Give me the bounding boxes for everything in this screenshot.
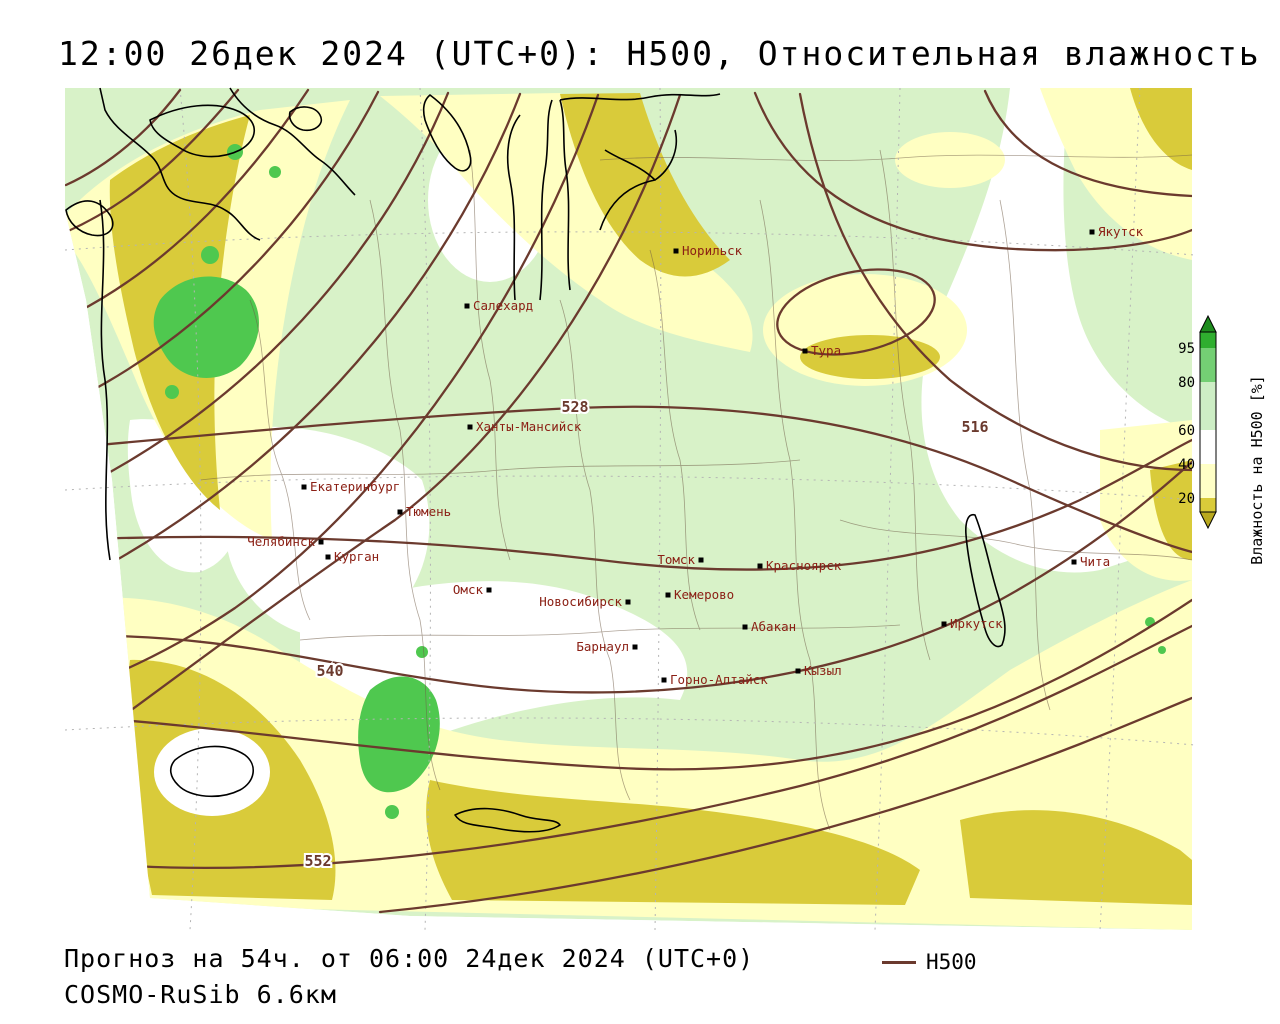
humidity-fill-layer bbox=[65, 88, 1192, 930]
isoline-value-label: 528 bbox=[561, 398, 588, 416]
city-marker bbox=[464, 303, 470, 309]
city-label: Екатеринбург bbox=[310, 479, 400, 494]
colorbar-band bbox=[1200, 348, 1216, 382]
city: Иркутск bbox=[941, 616, 1003, 631]
city-marker bbox=[665, 592, 671, 598]
city: Кызыл bbox=[795, 663, 842, 678]
colorbar-tick-label: 20 bbox=[1178, 491, 1195, 507]
isoline-value-label: 540 bbox=[316, 662, 343, 680]
city-marker bbox=[397, 509, 403, 515]
city: Якутск bbox=[1089, 224, 1144, 239]
city-marker bbox=[941, 621, 947, 627]
colorbar-tick-label: 60 bbox=[1178, 423, 1195, 439]
contour-label-layer: 528 516 540 552 bbox=[302, 396, 990, 872]
city-marker bbox=[301, 484, 307, 490]
colorbar-band bbox=[1200, 464, 1216, 498]
city: Курган bbox=[325, 549, 379, 564]
city: Абакан bbox=[742, 619, 796, 634]
city-label: Челябинск bbox=[247, 534, 315, 549]
city-marker bbox=[742, 624, 748, 630]
city-marker bbox=[318, 539, 324, 545]
isoline-value-label: 516 bbox=[961, 418, 988, 436]
colorbar-band bbox=[1200, 332, 1216, 348]
city: Тюмень bbox=[397, 504, 451, 519]
colorbar: 95 80 60 40 20 bbox=[1178, 314, 1217, 530]
city-label: Курган bbox=[334, 549, 379, 564]
colorbar-tick-label: 40 bbox=[1178, 457, 1195, 473]
city: Томск bbox=[657, 552, 704, 567]
city-marker bbox=[795, 668, 801, 674]
coastline-layer bbox=[65, 87, 1006, 833]
forecast-info-line: Прогноз на 54ч. от 06:00 24дек 2024 (UTC… bbox=[64, 944, 755, 973]
isoline-value-label: 552 bbox=[304, 852, 331, 870]
city-label: Абакан bbox=[751, 619, 796, 634]
city-marker bbox=[802, 348, 808, 354]
h500-legend-line-icon bbox=[882, 960, 916, 964]
page-title: 12:00 26дек 2024 (UTC+0): H500, Относите… bbox=[58, 34, 1261, 73]
city-label: Иркутск bbox=[950, 616, 1003, 631]
h500-legend-label: H500 bbox=[926, 950, 977, 974]
city-label: Ханты-Мансийск bbox=[476, 419, 582, 434]
city-label: Норильск bbox=[682, 243, 743, 258]
city: Омск bbox=[453, 582, 492, 597]
city: Норильск bbox=[673, 243, 743, 258]
model-info-line: COSMO-RuSib 6.6км bbox=[64, 980, 337, 1009]
city-label: Кемерово bbox=[674, 587, 734, 602]
city-marker bbox=[1071, 559, 1077, 565]
city: Салехард bbox=[464, 298, 533, 313]
admin-borders-layer bbox=[199, 149, 1192, 831]
city: Екатеринбург bbox=[301, 479, 400, 494]
city-marker bbox=[1089, 229, 1095, 235]
city-label: Горно-Алтайск bbox=[670, 672, 768, 687]
city-label: Тюмень bbox=[406, 504, 451, 519]
city: Чита bbox=[1071, 554, 1110, 569]
city-label: Якутск bbox=[1098, 224, 1144, 239]
city-marker bbox=[673, 248, 679, 254]
city: Новосибирск bbox=[539, 594, 631, 609]
city-label: Чита bbox=[1080, 554, 1110, 569]
city-label: Омск bbox=[453, 582, 484, 597]
city-label: Новосибирск bbox=[539, 594, 622, 609]
city: Красноярск bbox=[757, 558, 842, 573]
city-marker bbox=[757, 563, 763, 569]
colorbar-outline bbox=[1199, 331, 1217, 513]
city-label: Кызыл bbox=[804, 663, 842, 678]
city: Горно-Алтайск bbox=[661, 672, 768, 687]
city-marker bbox=[486, 587, 492, 593]
city-label: Красноярск bbox=[766, 558, 842, 573]
city-label: Салехард bbox=[473, 298, 533, 313]
colorbar-tick-label: 95 bbox=[1178, 341, 1195, 357]
city-marker bbox=[625, 599, 631, 605]
city: Тура bbox=[802, 343, 841, 358]
city: Кемерово bbox=[665, 587, 734, 602]
colorbar-band bbox=[1200, 382, 1216, 430]
colorbar-arrow-down-icon bbox=[1199, 511, 1217, 530]
city-layer: Норильск Якутск Салехард Тура Ханты-Мансийск… bbox=[247, 224, 1143, 687]
graticule-layer bbox=[64, 87, 1196, 931]
city-marker bbox=[467, 424, 473, 430]
colorbar-band bbox=[1200, 498, 1216, 512]
city: Ханты-Мансийск bbox=[467, 419, 582, 434]
city-marker bbox=[325, 554, 331, 560]
h500-legend: H500 bbox=[882, 950, 977, 974]
colorbar-arrow-up-icon bbox=[1199, 314, 1217, 333]
colorbar-label: Влажность на H500 [%] bbox=[1248, 375, 1266, 565]
city-label: Томск bbox=[657, 552, 695, 567]
colorbar-tick-label: 80 bbox=[1178, 375, 1195, 391]
city-marker bbox=[661, 677, 667, 683]
city: Челябинск bbox=[247, 534, 324, 549]
city-label: Тура bbox=[811, 343, 841, 358]
h500-contour-layer bbox=[65, 88, 1192, 914]
city-label: Барнаул bbox=[576, 639, 629, 654]
colorbar-band bbox=[1200, 430, 1216, 464]
city-marker bbox=[632, 644, 638, 650]
city-marker bbox=[698, 557, 704, 563]
city: Барнаул bbox=[576, 639, 638, 654]
